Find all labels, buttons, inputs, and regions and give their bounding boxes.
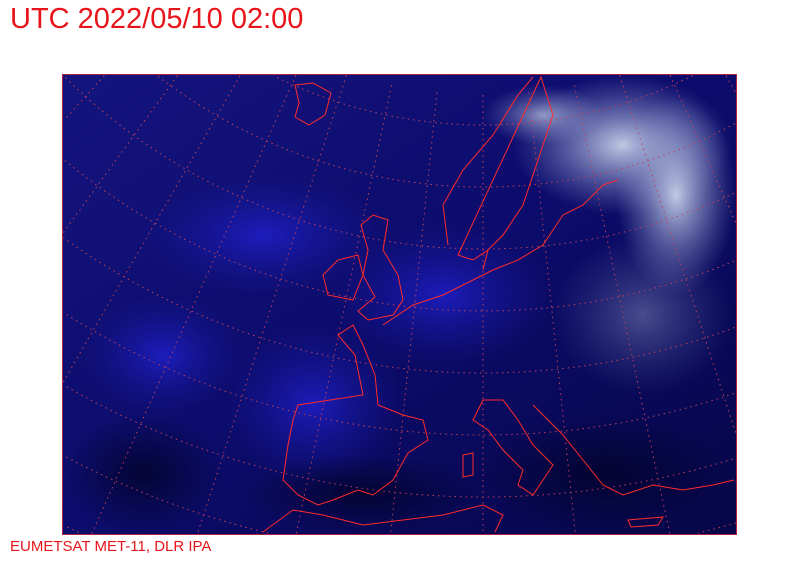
graticule bbox=[63, 75, 736, 534]
coast-ireland bbox=[322, 254, 364, 301]
coast-balkans bbox=[532, 404, 735, 496]
coast-scandinavia bbox=[442, 75, 554, 261]
coast-africa bbox=[262, 504, 504, 533]
longitude-line bbox=[390, 92, 438, 533]
latitude-line bbox=[273, 75, 693, 126]
longitude-line bbox=[63, 75, 105, 121]
latitude-line bbox=[63, 237, 735, 374]
coast-iceland bbox=[294, 82, 332, 126]
coast-continent-north bbox=[382, 179, 619, 326]
satellite-map bbox=[62, 74, 737, 535]
longitude-line bbox=[528, 92, 576, 533]
data-source-credit: EUMETSAT MET-11, DLR IPA bbox=[10, 538, 212, 555]
longitude-line bbox=[197, 75, 347, 534]
cloud-layer bbox=[63, 75, 736, 534]
coastlines bbox=[262, 75, 735, 533]
longitude-line bbox=[725, 75, 736, 94]
satellite-image bbox=[63, 75, 736, 534]
longitude-line bbox=[619, 75, 736, 434]
coast-iberia-france bbox=[282, 324, 429, 506]
timestamp-title: UTC 2022/05/10 02:00 bbox=[10, 3, 304, 35]
coast-crete bbox=[627, 516, 664, 528]
coast-great-britain bbox=[357, 214, 404, 321]
latitude-line bbox=[65, 456, 736, 534]
latitude-line bbox=[63, 312, 734, 436]
longitude-line bbox=[63, 75, 241, 383]
coast-sardinia bbox=[462, 452, 474, 478]
coast-italy bbox=[472, 399, 554, 496]
longitude-line bbox=[91, 75, 297, 534]
